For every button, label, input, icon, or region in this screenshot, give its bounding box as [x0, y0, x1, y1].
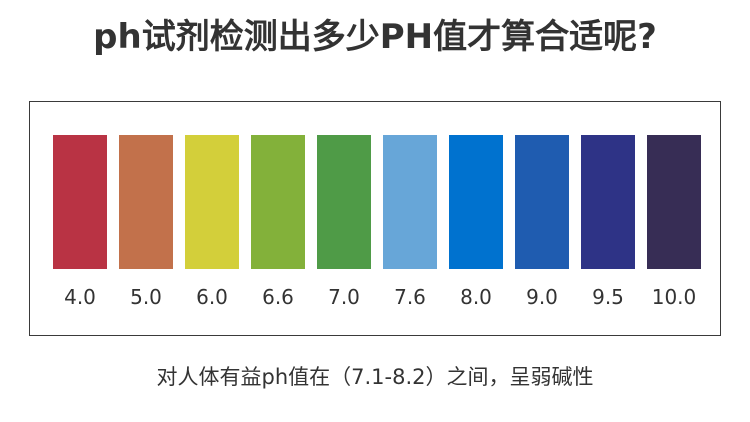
color-swatch	[581, 135, 635, 269]
ph-label-row: 4.0 5.0 6.0 6.6 7.0 7.6 8.0 9.0 9.5 10.0	[53, 282, 701, 312]
color-swatch	[251, 135, 305, 269]
ph-color-scale: 4.0 5.0 6.0 6.6 7.0 7.6 8.0 9.0 9.5 10.0	[29, 101, 721, 336]
ph-value-label: 5.0	[130, 285, 162, 309]
color-swatch	[119, 135, 173, 269]
caption: 对人体有益ph值在（7.1-8.2）之间，呈弱碱性	[156, 365, 594, 389]
ph-value-label: 7.6	[394, 285, 426, 309]
ph-value-label: 8.0	[460, 285, 492, 309]
ph-value-label: 7.0	[328, 285, 360, 309]
color-swatch	[383, 135, 437, 269]
color-swatch	[185, 135, 239, 269]
color-swatch	[647, 135, 701, 269]
ph-value-label: 9.5	[592, 285, 624, 309]
color-swatch	[449, 135, 503, 269]
color-swatch	[53, 135, 107, 269]
ph-value-label: 9.0	[526, 285, 558, 309]
swatch-row	[53, 135, 701, 269]
ph-value-label: 4.0	[64, 285, 96, 309]
color-swatch	[317, 135, 371, 269]
ph-value-label: 6.0	[196, 285, 228, 309]
page-title: ph试剂检测出多少PH值才算合适呢?	[93, 17, 657, 57]
ph-value-label: 6.6	[262, 285, 294, 309]
color-swatch	[515, 135, 569, 269]
ph-value-label: 10.0	[651, 285, 697, 309]
